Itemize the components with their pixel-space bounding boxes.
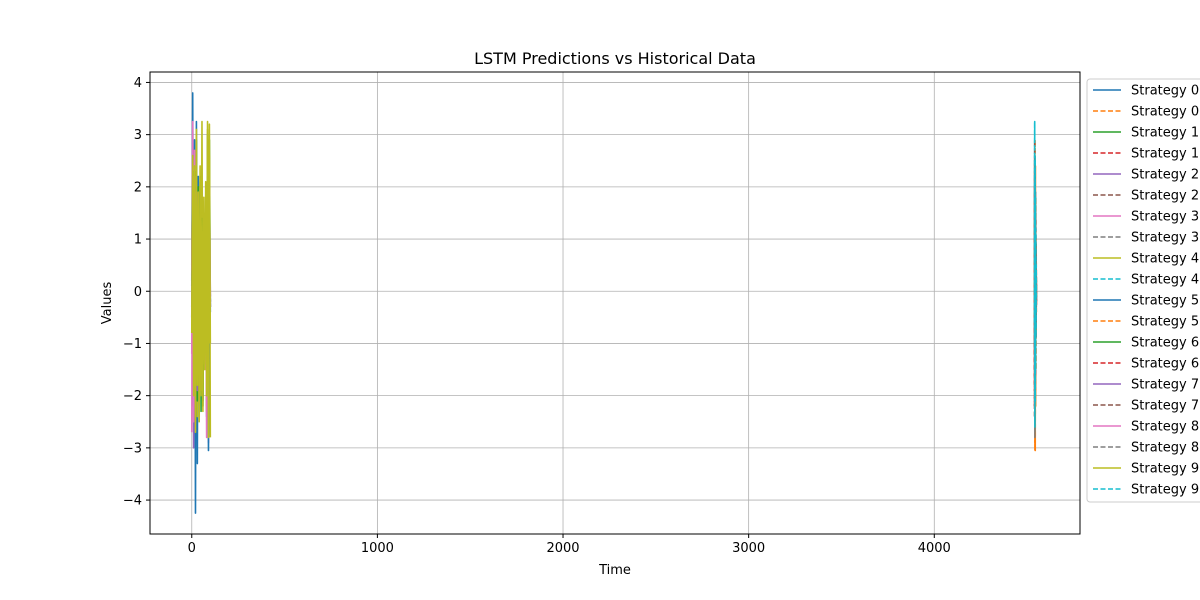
legend-label: Strategy 2 (1131, 168, 1199, 183)
legend-label: Strategy 4 (1131, 252, 1199, 267)
x-axis-ticks: 0 1000 2000 3000 4000 (188, 534, 951, 556)
plot-frame (149, 71, 1081, 535)
y-axis-title: Values (100, 282, 115, 325)
y-tick-label: 1 (134, 233, 142, 248)
x-axis-title: Time (598, 563, 631, 578)
legend-label: Strategy 4 (1131, 273, 1199, 288)
legend-label: Strategy 7 (1131, 378, 1199, 393)
y-tick-label: −1 (123, 337, 142, 352)
legend-label: Strategy 7 (1131, 399, 1199, 414)
legend-label: Strategy 1 (1131, 126, 1199, 141)
y-axis-ticks: 4 3 2 1 0 −1 −2 −3 −4 (123, 76, 150, 509)
legend-label: Strategy 8 (1131, 441, 1199, 456)
y-tick-label: −4 (123, 494, 142, 509)
legend: Strategy 0 Strategy 0 Strategy 1 Strategy 1… (1086, 78, 1200, 503)
grid (150, 72, 1080, 534)
y-tick-label: 3 (134, 128, 142, 143)
y-tick-label: −3 (123, 441, 142, 456)
legend-label: Strategy 3 (1131, 210, 1199, 225)
series-lines (190, 92, 1038, 514)
y-tick-label: 4 (134, 76, 142, 91)
series-line-19 (1033, 120, 1038, 428)
x-tick-label: 1000 (361, 541, 394, 556)
plot-area (190, 92, 1038, 514)
x-tick-label: 0 (188, 541, 196, 556)
x-tick-label: 4000 (918, 541, 951, 556)
legend-label: Strategy 9 (1131, 483, 1199, 498)
legend-label: Strategy 6 (1131, 336, 1199, 351)
chart-title: LSTM Predictions vs Historical Data (474, 49, 756, 68)
legend-label: Strategy 2 (1131, 189, 1199, 204)
legend-label: Strategy 9 (1131, 462, 1199, 477)
y-tick-label: 0 (134, 285, 142, 300)
y-tick-label: 2 (134, 180, 142, 195)
series-line-18 (190, 128, 212, 439)
legend-label: Strategy 0 (1131, 84, 1199, 99)
legend-label: Strategy 5 (1131, 315, 1199, 330)
legend-label: Strategy 5 (1131, 294, 1199, 309)
legend-frame (1086, 78, 1200, 503)
legend-label: Strategy 6 (1131, 357, 1199, 372)
x-tick-label: 2000 (546, 541, 579, 556)
y-tick-label: −2 (123, 389, 142, 404)
legend-label: Strategy 8 (1131, 420, 1199, 435)
x-tick-label: 3000 (732, 541, 765, 556)
legend-label: Strategy 3 (1131, 231, 1199, 246)
legend-label: Strategy 1 (1131, 147, 1199, 162)
legend-label: Strategy 0 (1131, 105, 1199, 120)
